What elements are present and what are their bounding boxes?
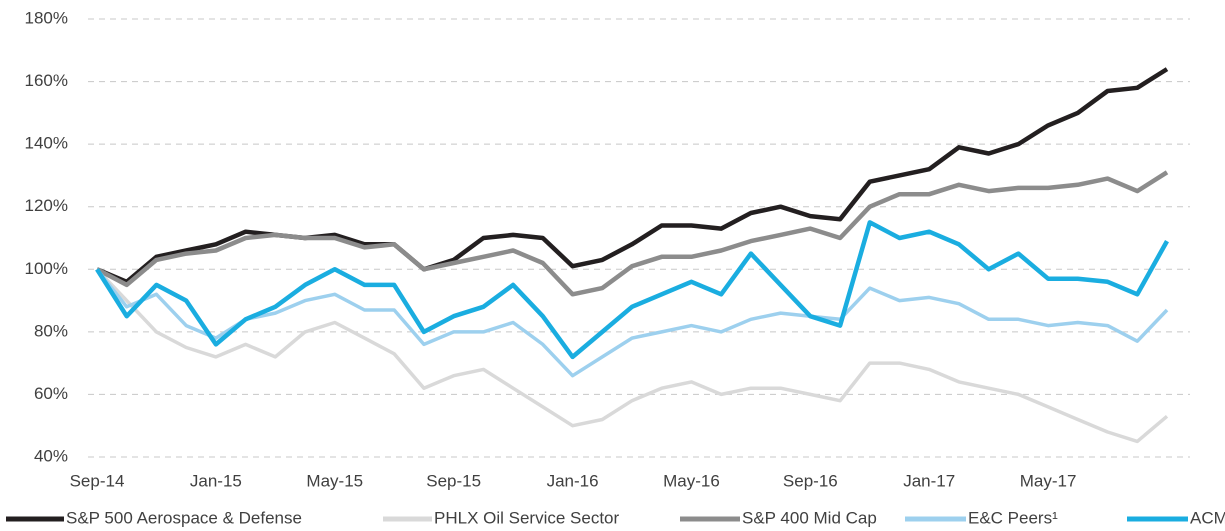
legend-label: ACM — [1190, 508, 1225, 527]
x-tick-label: Sep-14 — [70, 471, 125, 490]
legend-label: PHLX Oil Service Sector — [434, 508, 620, 527]
y-tick-label: 80% — [34, 321, 68, 340]
legend-label: S&P 400 Mid Cap — [742, 508, 877, 527]
series-line — [95, 170, 1169, 297]
series-line — [95, 268, 1169, 444]
series-line — [95, 220, 1169, 360]
legend-label: E&C Peers¹ — [968, 508, 1058, 527]
x-tick-label: Jan-15 — [190, 471, 242, 490]
y-tick-label: 100% — [25, 259, 68, 278]
x-tick-label: May-16 — [663, 471, 720, 490]
x-tick-label: Sep-15 — [426, 471, 481, 490]
series-line — [96, 67, 1169, 285]
y-tick-label: 40% — [34, 446, 68, 465]
series-line — [95, 268, 1169, 378]
legend-label: S&P 500 Aerospace & Defense — [66, 508, 302, 527]
y-tick-label: 140% — [25, 134, 68, 153]
y-tick-label: 180% — [25, 8, 68, 27]
y-tick-label: 120% — [25, 196, 68, 215]
x-tick-label: May-15 — [306, 471, 363, 490]
x-tick-label: May-17 — [1020, 471, 1077, 490]
x-tick-label: Sep-16 — [783, 471, 838, 490]
y-tick-label: 160% — [25, 71, 68, 90]
x-tick-label: Jan-17 — [903, 471, 955, 490]
y-tick-label: 60% — [34, 384, 68, 403]
x-tick-label: Jan-16 — [547, 471, 599, 490]
